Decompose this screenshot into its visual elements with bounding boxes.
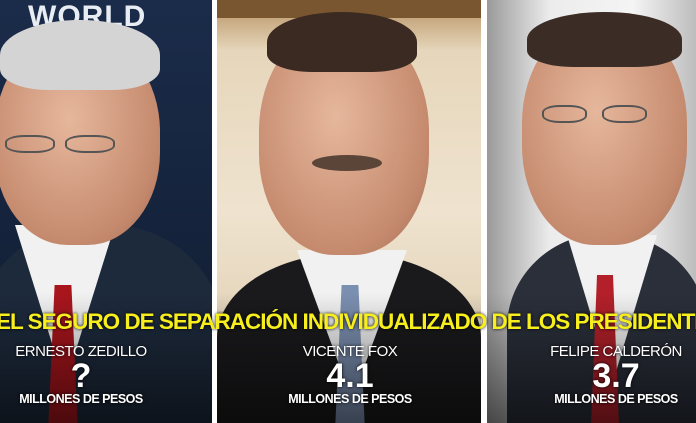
calderon-info: FELIPE CALDERÓN 3.7 MILLONES DE PESOS (536, 343, 696, 406)
photo-vicente-fox (217, 0, 481, 423)
photo-felipe-calderon (487, 0, 696, 423)
president-name: VICENTE FOX (302, 343, 398, 360)
glasses (542, 105, 587, 123)
photo-ernesto-zedillo: WORLD (0, 0, 212, 423)
divider (213, 348, 215, 423)
headline: EL SEGURO DE SEPARACIÓN INDIVIDUALIZADO … (0, 309, 696, 334)
amount-value: 3.7 (592, 357, 640, 395)
hair (267, 12, 417, 72)
zedillo-info: ERNESTO ZEDILLO ? MILLONES DE PESOS (0, 343, 162, 406)
amount-unit: MILLONES DE PESOS (554, 392, 678, 406)
glasses (5, 135, 55, 153)
amount-unit: MILLONES DE PESOS (19, 392, 143, 406)
hair (0, 20, 160, 90)
shade (487, 293, 696, 423)
amount-value: 4.1 (326, 357, 374, 395)
president-name: FELIPE CALDERÓN (550, 343, 682, 360)
fox-info: VICENTE FOX 4.1 MILLONES DE PESOS (270, 343, 430, 406)
glasses (602, 105, 647, 123)
painting-frame (217, 0, 481, 18)
president-name: ERNESTO ZEDILLO (15, 343, 147, 360)
divider (483, 348, 485, 423)
shade (0, 293, 212, 423)
shade (217, 293, 481, 423)
glasses (65, 135, 115, 153)
amount-unit: MILLONES DE PESOS (288, 392, 412, 406)
mustache (312, 155, 382, 171)
hair (527, 12, 682, 67)
amount-value: ? (70, 357, 92, 395)
